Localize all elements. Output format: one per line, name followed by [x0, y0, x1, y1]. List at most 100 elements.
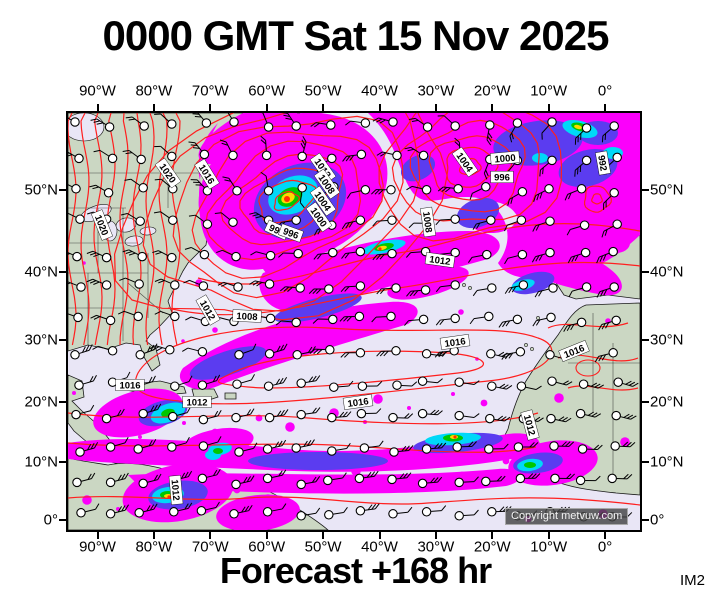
station-circle — [70, 350, 80, 360]
station-circle — [136, 154, 146, 165]
station-circle — [579, 220, 590, 230]
wind-barb — [341, 246, 366, 259]
wind-barb — [89, 184, 114, 198]
wind-barb — [355, 503, 380, 516]
wind-barb — [154, 310, 180, 322]
station-circle — [107, 153, 118, 164]
station-circle — [576, 317, 587, 328]
wind-barb — [408, 117, 433, 132]
rain-area — [532, 153, 548, 163]
station-circle — [291, 215, 301, 225]
lon-label-top: 50°W — [304, 82, 342, 100]
rain-speck — [138, 435, 142, 439]
wind-barb — [260, 171, 274, 196]
station-circle — [263, 122, 274, 132]
station-circle — [482, 249, 492, 260]
station-circle — [199, 149, 210, 160]
axis-tick — [547, 532, 550, 539]
isobar — [258, 179, 318, 224]
station-circle — [417, 478, 428, 489]
wind-barb — [234, 442, 258, 457]
station-circle — [229, 117, 239, 127]
lon-label-bottom: 10°W — [530, 538, 568, 556]
wind-barb — [435, 280, 460, 293]
station-circle — [518, 280, 529, 290]
station-circle — [611, 315, 621, 326]
station-circle — [517, 249, 528, 260]
wind-barb — [149, 345, 175, 355]
wind-barb — [417, 376, 443, 386]
station-circle — [581, 155, 592, 166]
rain-area — [368, 113, 640, 278]
wind-barb — [547, 376, 573, 386]
station-circle — [454, 377, 464, 387]
station-circle — [261, 150, 272, 161]
station-circle — [550, 473, 560, 484]
wind-barb — [134, 503, 158, 518]
station-circle — [418, 314, 429, 325]
station-circle — [512, 118, 523, 128]
pressure-label: 996 — [278, 223, 304, 243]
station-circle — [167, 442, 177, 452]
station-circle — [327, 153, 337, 164]
wind-barb — [68, 184, 81, 194]
wind-barb — [498, 314, 523, 328]
station-circle — [328, 247, 338, 258]
station-circle — [581, 282, 592, 292]
station-circle — [76, 508, 86, 518]
isobar — [158, 113, 168, 346]
wind-barb — [169, 502, 193, 517]
pressure-label: 1016 — [342, 394, 374, 410]
station-circle — [296, 409, 306, 420]
isobar — [171, 113, 181, 346]
wind-barb — [170, 375, 193, 391]
station-circle — [544, 184, 554, 194]
wind-barb — [125, 116, 149, 131]
lon-label-top: 40°W — [361, 82, 398, 100]
station-circle — [355, 506, 366, 516]
axis-tick — [642, 519, 649, 521]
svg-text:1012: 1012 — [186, 398, 207, 409]
lon-label-bottom: 20°W — [473, 538, 511, 556]
wind-barb — [507, 187, 528, 206]
forecast-hour-label: Forecast +168 hr — [219, 550, 492, 591]
wind-barb — [197, 468, 221, 484]
wind-barb — [504, 249, 528, 265]
lake — [139, 226, 157, 236]
station-circle — [167, 151, 177, 162]
station-circle — [265, 313, 276, 324]
rain-area — [213, 448, 223, 454]
wind-barb — [549, 441, 575, 451]
wind-barb — [198, 409, 222, 425]
station-circle — [575, 475, 586, 486]
svg-text:1012: 1012 — [169, 479, 182, 501]
lat-label-left: 40°N — [24, 263, 58, 281]
lat-label-left: 10°N — [24, 453, 58, 471]
wind-barb — [454, 476, 479, 488]
station-circle — [360, 185, 371, 195]
wind-barb — [297, 183, 307, 209]
rain-speck — [588, 270, 596, 278]
station-circle — [487, 507, 497, 517]
wind-barb — [515, 473, 541, 484]
station-circle — [356, 408, 367, 419]
station-circle — [101, 280, 112, 290]
station-circle — [196, 506, 207, 516]
lat-label-right: 50°N — [650, 181, 684, 199]
wind-barb — [539, 155, 557, 177]
station-circle — [453, 184, 463, 194]
svg-text:1008: 1008 — [420, 211, 434, 233]
lon-label-top: 70°W — [191, 82, 229, 100]
wind-barb — [577, 444, 603, 454]
wind-barb — [231, 408, 255, 423]
station-circle — [297, 151, 307, 162]
svg-text:1012: 1012 — [521, 414, 537, 437]
lon-label-top: 90°W — [79, 82, 116, 100]
station-circle — [608, 246, 618, 257]
wind-barb — [310, 120, 336, 130]
svg-text:992: 992 — [595, 154, 609, 172]
station-circle — [450, 280, 460, 290]
